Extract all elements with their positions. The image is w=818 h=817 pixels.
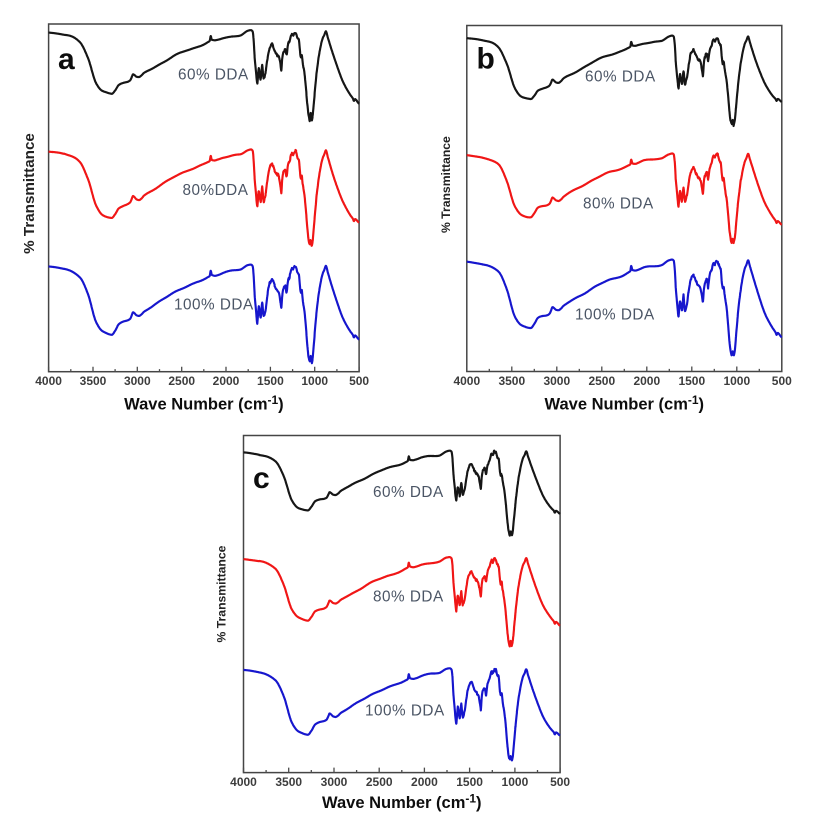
svg-text:100% DDA: 100% DDA bbox=[365, 703, 445, 720]
svg-text:80% DDA: 80% DDA bbox=[583, 196, 654, 213]
svg-text:4000: 4000 bbox=[230, 775, 257, 789]
svg-text:80%DDA: 80%DDA bbox=[183, 182, 249, 199]
svg-text:3500: 3500 bbox=[80, 374, 107, 388]
svg-text:Wave Number (cm-1): Wave Number (cm-1) bbox=[124, 393, 284, 414]
svg-text:3500: 3500 bbox=[498, 374, 525, 388]
svg-text:1000: 1000 bbox=[301, 374, 328, 388]
svg-text:60% DDA: 60% DDA bbox=[585, 69, 656, 86]
svg-text:2000: 2000 bbox=[411, 775, 438, 789]
svg-text:2500: 2500 bbox=[588, 374, 615, 388]
svg-text:Wave Number (cm-1): Wave Number (cm-1) bbox=[322, 792, 482, 813]
svg-text:% Transmittance: % Transmittance bbox=[21, 133, 38, 254]
svg-text:1500: 1500 bbox=[257, 374, 284, 388]
svg-text:100% DDA: 100% DDA bbox=[174, 297, 254, 314]
svg-text:b: b bbox=[477, 43, 495, 76]
svg-text:% Transmittance: % Transmittance bbox=[215, 545, 229, 642]
svg-text:100% DDA: 100% DDA bbox=[575, 307, 655, 324]
svg-text:Wave Number (cm-1): Wave Number (cm-1) bbox=[545, 393, 705, 414]
svg-text:2000: 2000 bbox=[633, 374, 660, 388]
svg-text:3500: 3500 bbox=[275, 775, 302, 789]
svg-text:1500: 1500 bbox=[678, 374, 705, 388]
svg-text:2500: 2500 bbox=[366, 775, 393, 789]
svg-text:80% DDA: 80% DDA bbox=[373, 589, 444, 606]
svg-text:500: 500 bbox=[772, 374, 792, 388]
svg-text:% Transmittance: % Transmittance bbox=[439, 136, 453, 233]
svg-text:2500: 2500 bbox=[168, 374, 195, 388]
svg-text:1000: 1000 bbox=[502, 775, 529, 789]
svg-text:1500: 1500 bbox=[456, 775, 483, 789]
svg-text:1000: 1000 bbox=[723, 374, 750, 388]
svg-text:a: a bbox=[58, 43, 75, 76]
svg-text:500: 500 bbox=[349, 374, 369, 388]
svg-text:2000: 2000 bbox=[213, 374, 240, 388]
svg-text:c: c bbox=[253, 462, 270, 495]
svg-text:60% DDA: 60% DDA bbox=[178, 67, 249, 84]
svg-text:3000: 3000 bbox=[543, 374, 570, 388]
svg-text:500: 500 bbox=[550, 775, 570, 789]
svg-text:3000: 3000 bbox=[321, 775, 348, 789]
svg-text:60% DDA: 60% DDA bbox=[373, 484, 444, 501]
svg-text:3000: 3000 bbox=[124, 374, 151, 388]
svg-text:4000: 4000 bbox=[453, 374, 480, 388]
svg-text:4000: 4000 bbox=[35, 374, 62, 388]
